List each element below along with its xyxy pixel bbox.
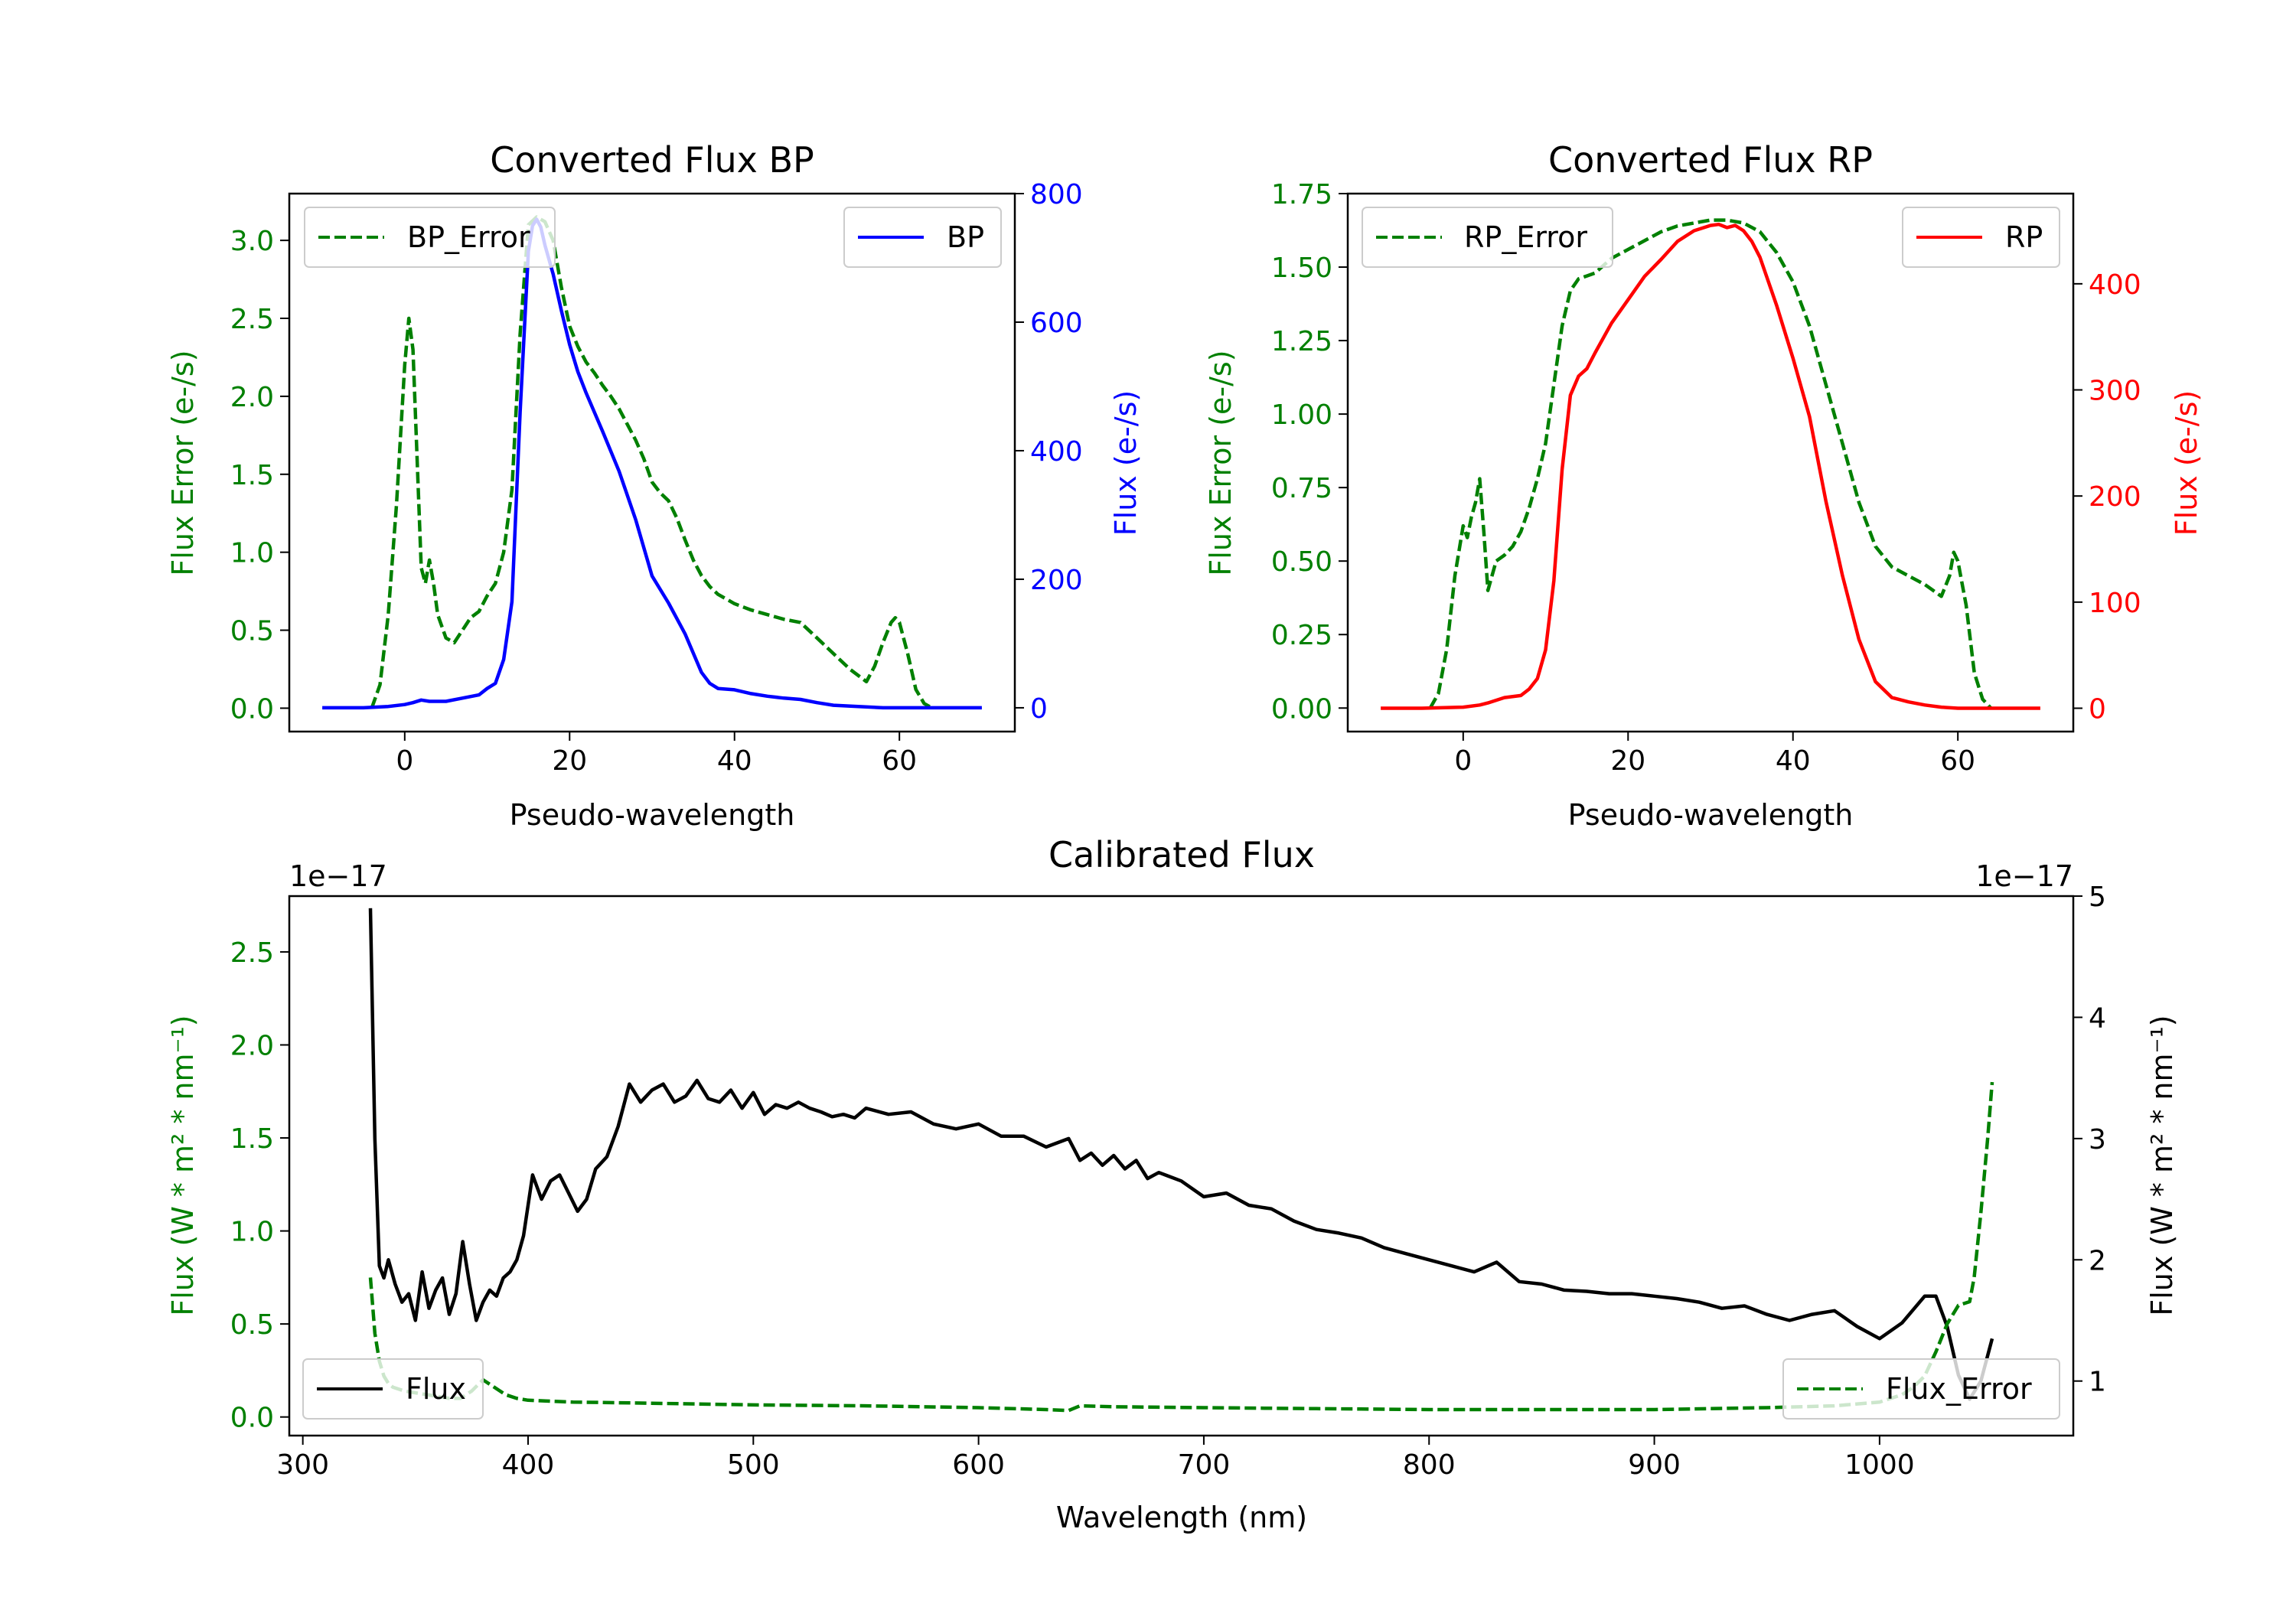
cal-offset-left: 1e−17 <box>289 859 387 893</box>
cal-offset-right: 1e−17 <box>1975 859 2073 893</box>
bp-y-right-tick-label: 200 <box>1030 565 1083 596</box>
rp-title: Converted Flux RP <box>1548 139 1873 181</box>
cal-title: Calibrated Flux <box>1049 834 1315 875</box>
panel-rp: Converted Flux RP 0 20 40 60 0.00 0.25 0.50 0.7… <box>1204 139 2203 832</box>
rp-y-left-tick-label: 0.75 <box>1271 473 1332 504</box>
cal-y-right-tick-label: 4 <box>2089 1002 2106 1034</box>
rp-x-tick-label: 40 <box>1776 745 1811 777</box>
rp-y-left-tick-label: 1.25 <box>1271 326 1332 357</box>
rp-x-label: Pseudo-wavelength <box>1568 798 1854 832</box>
bp-y-left-tick-label: 1.0 <box>230 538 274 569</box>
cal-y-left-tick-label: 2.0 <box>230 1030 274 1061</box>
cal-y-left-tick-label: 1.5 <box>230 1123 274 1155</box>
cal-y-right-tick-label: 2 <box>2089 1245 2106 1276</box>
bp-y-label-left: Flux Error (e-/s) <box>166 350 200 575</box>
rp-y-left-tick-label: 1.75 <box>1271 179 1332 210</box>
rp-y-left-tick-label: 0.00 <box>1271 693 1332 725</box>
cal-y-left-tick-label: 0.0 <box>230 1403 274 1434</box>
cal-y-right-tick-label: 1 <box>2089 1367 2106 1398</box>
cal-legend-flux-label: Flux <box>406 1372 466 1406</box>
bp-y-left-tick-label: 2.5 <box>230 304 274 335</box>
rp-y-left-tick-label: 1.00 <box>1271 399 1332 431</box>
bp-title: Converted Flux BP <box>490 139 814 181</box>
bp-y-left-tick-label: 3.0 <box>230 226 274 257</box>
rp-y-left-tick-label: 0.25 <box>1271 620 1332 651</box>
bp-legend-error-label: BP_Error <box>407 220 530 254</box>
rp-legend-error: RP_Error <box>1362 207 1613 268</box>
panel-calibrated: Calibrated Flux 1e−17 1e−17 300 400 500 600… <box>166 834 2179 1534</box>
cal-y-left-tick-label: 2.5 <box>230 937 274 969</box>
rp-y-right-tick-label: 100 <box>2089 588 2141 619</box>
cal-y-label-left: Flux (W * m² * nm⁻¹) <box>166 1015 200 1315</box>
cal-x-tick-label: 700 <box>1178 1449 1231 1481</box>
bp-series-bp-error <box>370 215 934 710</box>
cal-legend-error: Flux_Error <box>1782 1358 2060 1420</box>
rp-y-right-tick-label: 0 <box>2089 693 2106 725</box>
bp-x-tick-label: 40 <box>717 745 752 777</box>
rp-series-rp-error <box>1428 218 1992 709</box>
bp-x-label: Pseudo-wavelength <box>510 798 795 832</box>
cal-legend-flux-box <box>302 1358 484 1420</box>
rp-y-label-right: Flux (e-/s) <box>2170 390 2203 536</box>
rp-legend-rp: RP <box>1902 207 2060 268</box>
cal-x-tick-label: 500 <box>727 1449 780 1481</box>
panel-bp: Converted Flux BP 0 20 40 60 0.0 0.5 1.0 1.5 2.0… <box>166 139 1143 832</box>
rp-y-left-tick-label: 0.50 <box>1271 546 1332 578</box>
bp-x-tick-label: 20 <box>552 745 587 777</box>
bp-y-right-tick-label: 400 <box>1030 436 1083 468</box>
bp-y-label-right: Flux (e-/s) <box>1109 390 1143 536</box>
rp-y-left-tick-label: 1.50 <box>1271 253 1332 284</box>
rp-x-tick-label: 60 <box>1940 745 1975 777</box>
cal-frame <box>288 895 2075 1437</box>
bp-frame <box>288 192 1016 733</box>
cal-plot-area: 300 400 500 600 700 800 900 1000 0.0 0.5 1.0 1.5 2.0… <box>230 882 2106 1481</box>
rp-frame <box>1346 192 2075 733</box>
cal-legend-error-box <box>1782 1358 2060 1420</box>
rp-legend-error-label: RP_Error <box>1464 220 1587 254</box>
cal-y-left-tick-label: 1.0 <box>230 1217 274 1248</box>
rp-y-label-left: Flux Error (e-/s) <box>1204 350 1238 575</box>
bp-y-left-tick-label: 0.5 <box>230 616 274 647</box>
cal-x-tick-label: 600 <box>952 1449 1005 1481</box>
bp-y-left-tick-label: 2.0 <box>230 382 274 413</box>
rp-x-tick-label: 20 <box>1610 745 1645 777</box>
cal-y-right-tick-label: 3 <box>2089 1124 2106 1156</box>
cal-y-right-tick-label: 5 <box>2089 882 2106 913</box>
cal-y-left-tick-label: 0.5 <box>230 1309 274 1341</box>
cal-y-label-right: Flux (W * m² * nm⁻¹) <box>2145 1015 2179 1315</box>
bp-x-tick-label: 0 <box>396 745 413 777</box>
bp-series-bp <box>322 217 982 710</box>
bp-y-left-tick-label: 1.5 <box>230 460 274 491</box>
bp-plot-area: 0 20 40 60 0.0 0.5 1.0 1.5 2.0 2.5 3.0 0 200 400 600 80… <box>230 179 1083 777</box>
rp-x-tick-label: 0 <box>1454 745 1472 777</box>
bp-y-right-tick-label: 600 <box>1030 308 1083 339</box>
bp-x-tick-label: 60 <box>882 745 917 777</box>
cal-x-tick-label: 1000 <box>1844 1449 1915 1481</box>
bp-legend-error-box <box>304 207 556 268</box>
cal-series-flux <box>368 908 1994 1401</box>
cal-x-tick-label: 400 <box>502 1449 555 1481</box>
rp-y-right-tick-label: 200 <box>2089 481 2141 513</box>
rp-y-right-tick-label: 300 <box>2089 376 2141 407</box>
cal-x-tick-label: 300 <box>276 1449 329 1481</box>
cal-legend-error-label: Flux_Error <box>1886 1372 2032 1406</box>
rp-y-right-tick-label: 400 <box>2089 269 2141 301</box>
bp-y-left-tick-label: 0.0 <box>230 693 274 725</box>
cal-legend-flux: Flux <box>302 1358 484 1420</box>
rp-legend-rp-label: RP <box>2005 220 2043 254</box>
bp-legend-error: BP_Error <box>304 207 556 268</box>
rp-plot-area: 0 20 40 60 0.00 0.25 0.50 0.75 1.00 1.25 1.50 1.75 0… <box>1271 179 2141 777</box>
cal-x-tick-label: 800 <box>1403 1449 1456 1481</box>
rp-series-rp <box>1381 222 2040 710</box>
cal-x-tick-label: 900 <box>1628 1449 1681 1481</box>
rp-legend-error-box <box>1362 207 1613 268</box>
cal-x-label: Wavelength (nm) <box>1056 1501 1307 1534</box>
bp-legend-bp-label: BP <box>947 220 984 254</box>
bp-y-right-tick-label: 800 <box>1030 179 1083 210</box>
bp-legend-bp: BP <box>843 207 1002 268</box>
bp-y-right-tick-label: 0 <box>1030 693 1048 725</box>
